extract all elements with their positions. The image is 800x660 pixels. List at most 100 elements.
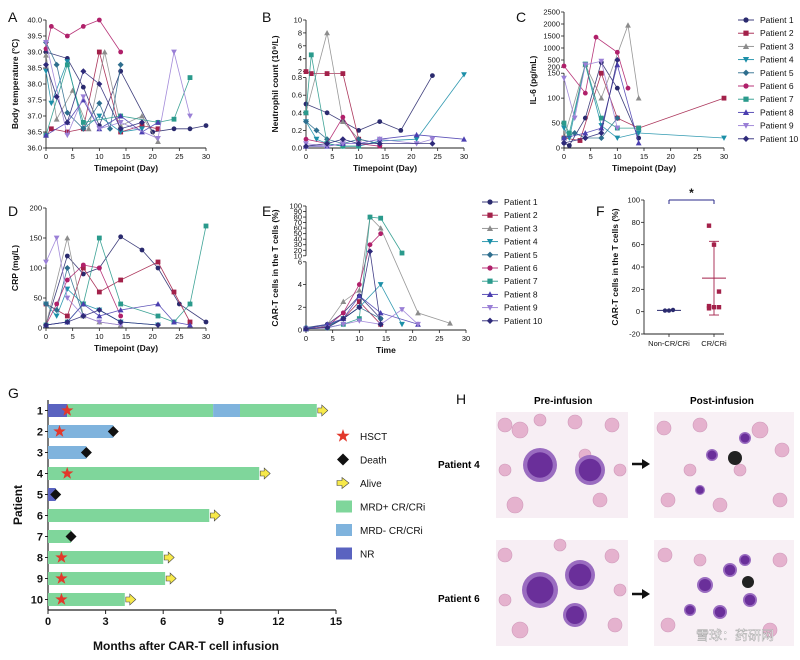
data-point	[96, 313, 103, 319]
y-tick-label: 0	[38, 324, 42, 333]
x-tick-label: Non-CR/CRi	[648, 339, 690, 348]
data-point	[378, 215, 384, 221]
legend-label: Patient 2	[504, 210, 538, 220]
data-point	[303, 69, 309, 74]
data-point	[670, 307, 676, 313]
data-point	[118, 234, 124, 240]
x-tick-label: 5	[331, 334, 335, 343]
legend-label: Patient 2	[760, 28, 794, 38]
data-point	[64, 119, 71, 126]
series-line	[563, 64, 725, 140]
legend-marker	[486, 239, 494, 245]
series-line	[305, 74, 465, 147]
data-point	[367, 242, 373, 248]
x-tick-label: 10	[95, 152, 103, 161]
y-tick-label: 36.5	[27, 128, 42, 137]
watermark: 雪球：药研网	[696, 628, 774, 643]
x-tick-label: 0	[562, 152, 566, 161]
y-tick-label: 1000	[543, 44, 560, 53]
data-point	[582, 90, 588, 96]
data-point	[139, 119, 145, 126]
data-point	[171, 289, 177, 295]
data-point	[96, 49, 102, 55]
legend-patients-top: Patient 1 Patient 2 Patient 3 Patient 4 Pati…	[738, 15, 799, 144]
y-tick-label: 150	[29, 234, 42, 243]
red-blood-cell	[533, 413, 547, 427]
legend-label: Patient 7	[504, 276, 538, 286]
y-tick-label: 0.2	[292, 126, 302, 135]
data-point	[54, 301, 60, 307]
y-tick-label: 50	[34, 294, 42, 303]
y-tick-label: 9	[37, 574, 43, 586]
x-tick-label: 25	[435, 334, 443, 343]
legend-marker	[487, 212, 493, 218]
data-point	[377, 119, 383, 124]
red-blood-cell	[774, 442, 790, 458]
data-point	[356, 318, 363, 324]
data-point	[118, 49, 124, 55]
y-tick-label: 2	[37, 427, 43, 439]
data-point	[53, 313, 60, 319]
bar-segment	[48, 446, 87, 459]
legend-label: Death	[360, 456, 387, 467]
data-point	[48, 126, 54, 132]
data-point	[598, 135, 605, 142]
data-point	[429, 136, 436, 143]
data-point	[139, 126, 145, 132]
series-line	[305, 295, 419, 330]
y-tick-label: 60	[632, 240, 640, 249]
data-point	[80, 120, 86, 125]
data-point	[53, 235, 60, 241]
data-point	[117, 319, 124, 325]
y-tick-label: 6	[298, 257, 302, 266]
data-point	[80, 313, 87, 319]
y-tick-label: 40.0	[27, 16, 42, 25]
data-point	[80, 301, 87, 307]
series-line	[563, 71, 725, 141]
y-tick-label: 1500	[543, 32, 560, 41]
x-tick-label: 9	[218, 616, 224, 628]
panel-label-c: C	[516, 9, 526, 25]
series-line	[45, 51, 159, 136]
y-tick-label: 100	[29, 264, 42, 273]
series-line	[45, 264, 122, 326]
legend-marker	[743, 96, 749, 102]
data-point	[43, 132, 49, 138]
legend-label: Patient 8	[760, 107, 794, 117]
y-tick-label: 36.0	[27, 144, 42, 153]
data-point	[96, 289, 102, 295]
bar-segment	[48, 404, 68, 417]
data-point	[155, 259, 161, 265]
data-point	[203, 223, 209, 229]
legend-label: Patient 10	[504, 316, 543, 326]
y-tick-label: 7	[37, 532, 43, 544]
y-tick-label: 80	[294, 213, 302, 222]
data-point	[635, 140, 642, 146]
x-axis-title: Timepoint (Day)	[94, 343, 158, 353]
dark-cell	[742, 576, 754, 588]
data-point	[64, 62, 70, 68]
series-line	[45, 261, 191, 323]
micro-col-post: Post-infusion	[690, 396, 754, 407]
legend-marker	[743, 83, 749, 89]
data-point	[355, 140, 362, 147]
legend-marker	[486, 291, 494, 297]
data-point	[64, 33, 70, 39]
y-tick-label: 8	[298, 28, 302, 37]
panel-label-a: A	[8, 9, 18, 25]
data-point	[561, 120, 567, 126]
x-tick-label: 20	[408, 334, 416, 343]
red-blood-cell	[656, 420, 672, 436]
legend-label: Patient 5	[760, 68, 794, 78]
data-point	[48, 24, 54, 29]
data-point	[614, 135, 621, 141]
y-tick-label: 60	[294, 224, 302, 233]
data-point	[96, 235, 102, 241]
sig-label: *	[689, 186, 694, 200]
data-point	[566, 130, 572, 136]
panel-label-b: B	[262, 9, 271, 25]
red-blood-cell	[772, 552, 788, 568]
data-point	[614, 57, 621, 63]
data-point	[461, 136, 467, 142]
